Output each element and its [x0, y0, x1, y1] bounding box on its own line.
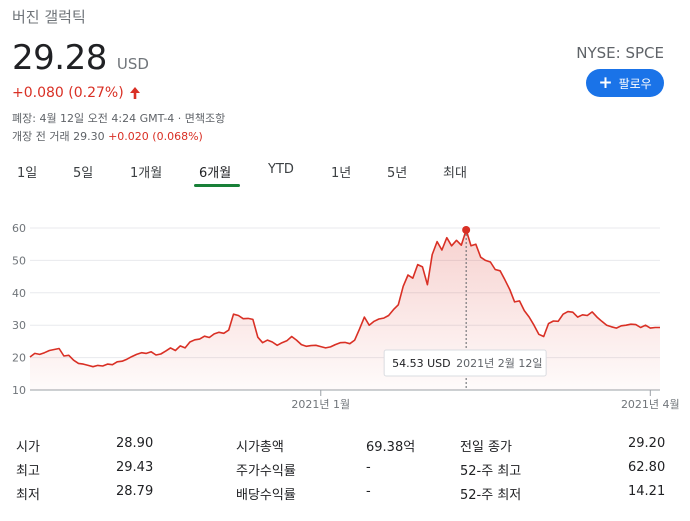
tab-1d[interactable]: 1일	[17, 166, 38, 181]
stat-value: 14.21	[628, 484, 666, 499]
stat-value: 28.79	[116, 484, 154, 499]
x-tick-label: 2021년 1월	[291, 398, 350, 411]
y-tick-label: 50	[12, 254, 26, 267]
stat-value: 29.20	[628, 436, 666, 451]
stat-label: 시가총액	[236, 440, 284, 455]
currency: USD	[116, 55, 149, 73]
stat-label: 최저	[16, 488, 40, 503]
y-tick-label: 60	[12, 222, 26, 235]
tooltip-price: 54.53 USD	[392, 357, 451, 370]
close-info: 폐장: 4월 12일 오전 4:24 GMT-4 · 면책조항	[12, 110, 225, 126]
after-hours-change: +0.020 (0.068%)	[108, 130, 203, 143]
after-hours-price: 29.30	[73, 130, 105, 143]
hover-point	[462, 225, 471, 234]
y-tick-label: 20	[12, 352, 26, 365]
stat-label: 52-주 최저	[460, 488, 522, 503]
stat-value: -	[366, 484, 371, 499]
y-tick-label: 10	[12, 384, 26, 397]
follow-button[interactable]: + 팔로우	[586, 69, 664, 97]
exchange-ticker: NYSE: SPCE	[576, 44, 664, 62]
price-change: +0.080 (0.27%)	[12, 85, 140, 101]
price-area	[30, 229, 660, 390]
stat-label: 52-주 최고	[460, 464, 522, 479]
after-hours: 개장 전 거래 29.30 +0.020 (0.068%)	[12, 128, 203, 144]
stat-value: 62.80	[628, 460, 666, 475]
stat-label: 주가수익률	[236, 464, 296, 479]
close-info-text: 폐장: 4월 12일 오전 4:24 GMT-4 · 면책조항	[12, 112, 226, 125]
tab-max[interactable]: 최대	[443, 166, 467, 181]
plus-icon: +	[598, 72, 613, 93]
stat-value: -	[366, 460, 371, 475]
stat-value: 29.43	[116, 460, 154, 475]
x-tick-label: 2021년 4월	[621, 398, 680, 411]
stat-value: 28.90	[116, 436, 154, 451]
price-line	[29, 229, 660, 368]
stock-price: 29.28	[12, 38, 107, 78]
follow-label: 팔로우	[618, 76, 652, 91]
price-row: 29.28 USD	[12, 38, 149, 78]
tab-ytd[interactable]: YTD	[268, 162, 294, 177]
tooltip-box	[383, 349, 547, 377]
after-hours-label: 개장 전 거래	[12, 130, 70, 143]
stat-label: 배당수익률	[236, 488, 296, 503]
tab-5y[interactable]: 5년	[387, 166, 408, 181]
tab-5d[interactable]: 5일	[73, 166, 94, 181]
stat-label: 전일 종가	[460, 440, 512, 455]
price-change-text: +0.080 (0.27%)	[12, 85, 124, 101]
stat-value: 69.38억	[366, 440, 416, 455]
company-name: 버진 갤럭틱	[12, 8, 86, 26]
stat-label: 시가	[16, 440, 40, 455]
tab-1y[interactable]: 1년	[331, 166, 352, 181]
range-tabs: 1일 5일 1개월 6개월 YTD 1년 5년 최대	[0, 152, 690, 190]
active-tab-indicator	[194, 184, 240, 187]
y-tick-label: 30	[12, 319, 26, 332]
tooltip-date: 2021년 2월 12일	[456, 356, 542, 370]
y-tick-label: 40	[12, 287, 26, 300]
arrow-up-icon	[129, 87, 140, 99]
price-chart[interactable]: 10 20 30 40 50 60 2021년 1월 2021년 4월 54.53 USD 202…	[0, 200, 690, 420]
price-chart-svg[interactable]: 10 20 30 40 50 60 2021년 1월 2021년 4월 54.53 USD 202…	[0, 200, 690, 420]
tab-6m[interactable]: 6개월	[199, 166, 232, 181]
tab-1m[interactable]: 1개월	[130, 166, 163, 181]
stat-label: 최고	[16, 464, 40, 479]
